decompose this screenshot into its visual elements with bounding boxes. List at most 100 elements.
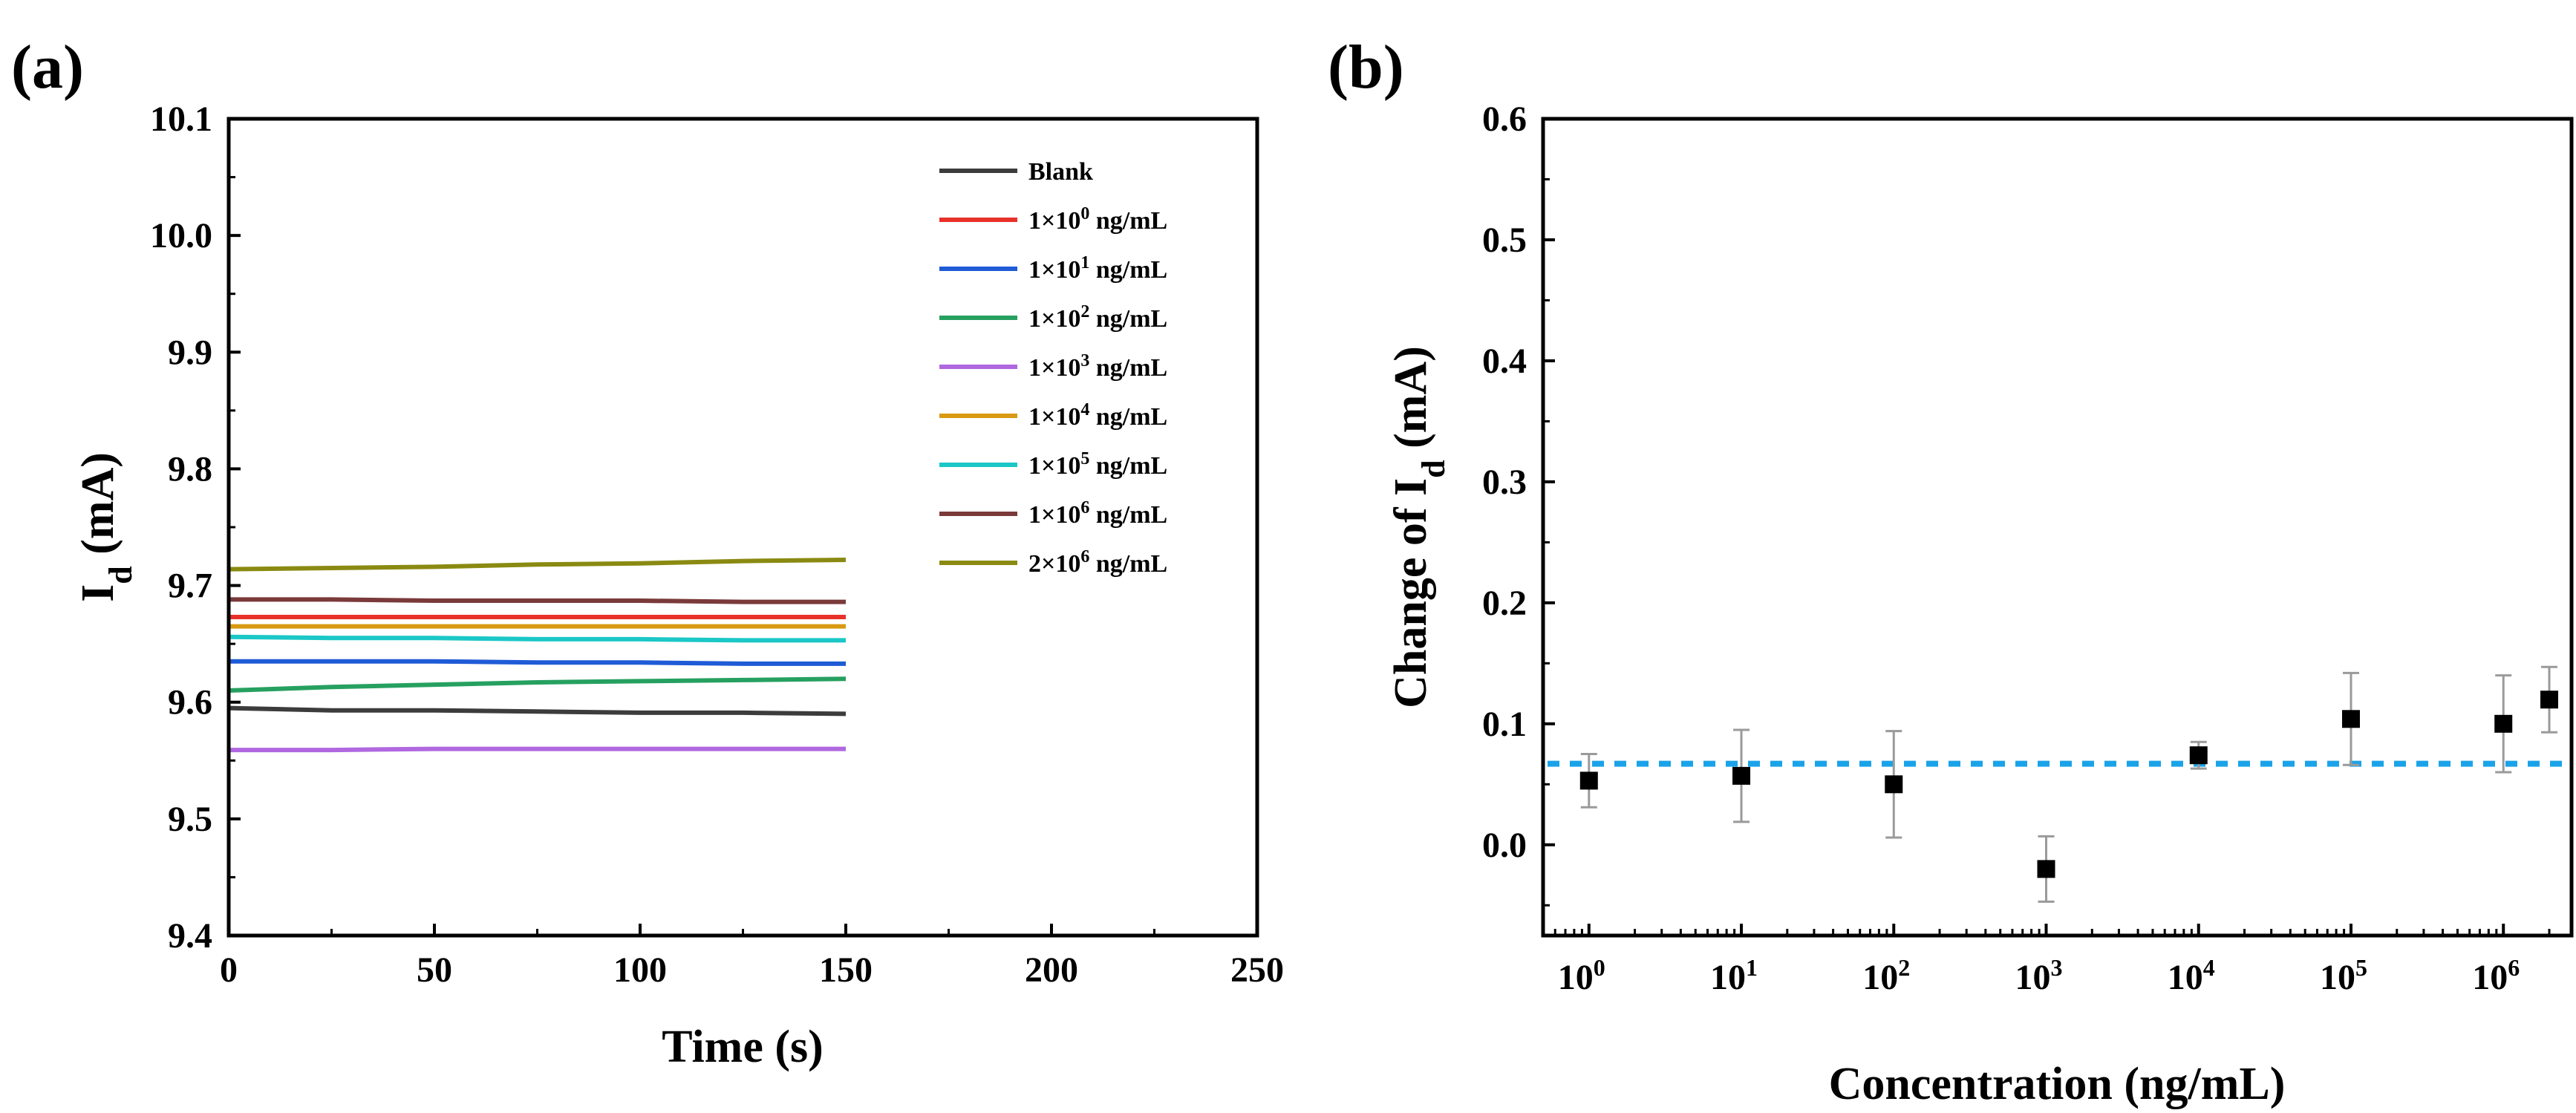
legend-label-unit: ng/mL <box>1089 550 1167 578</box>
panel-b-data-point <box>2189 746 2208 765</box>
panel-b-x-tick-exponent: 3 <box>2051 954 2063 981</box>
panel-a-x-tick-label: 250 <box>1230 950 1284 990</box>
legend-label-base: 1×10 <box>1028 354 1080 382</box>
panel-b-data-point <box>1732 766 1751 785</box>
panel-a-series-line <box>229 659 846 666</box>
panel-b-data-point <box>2341 710 2360 728</box>
panel-a-y-tick-label: 9.8 <box>168 449 212 489</box>
panel-a-x-tick-label: 50 <box>417 950 452 990</box>
legend-label: Blank <box>1028 158 1093 186</box>
panel-b-data-point <box>1579 771 1598 790</box>
legend-label-unit: ng/mL <box>1089 305 1167 333</box>
panel-b-x-tick-exponent: 4 <box>2203 954 2215 981</box>
panel-a-y-axis-title-group: Id (mA) <box>73 452 139 602</box>
panel-a-y-tick-label: 9.6 <box>168 683 212 722</box>
panel-a-series-line <box>228 558 847 572</box>
panel-b-x-tick-exponent: 5 <box>2355 954 2367 981</box>
panel-b-x-tick-label: 103 <box>2015 954 2063 997</box>
panel-b-y-tick-label: 0.3 <box>1482 463 1527 502</box>
legend-label: 1×105 ng/mL <box>1028 449 1167 480</box>
legend-label-unit: ng/mL <box>1089 256 1167 284</box>
panel-a-series-line <box>228 634 846 643</box>
panel-a-series-line <box>228 676 847 693</box>
legend-label: 1×106 ng/mL <box>1028 498 1167 529</box>
panel-b-data-point <box>2037 860 2055 878</box>
panel-b-x-tick-base: 10 <box>2472 958 2508 997</box>
panel-a-series-line <box>229 746 846 753</box>
panel-b-x-tick-exponent: 2 <box>1898 954 1910 981</box>
panel-b-x-tick-label: 105 <box>2320 954 2367 997</box>
panel-b-x-tick-base: 10 <box>2320 958 2355 997</box>
panel-b-y-tick-label: 0.0 <box>1482 826 1527 865</box>
legend-label-base: 1×10 <box>1028 452 1080 480</box>
legend-label-unit: ng/mL <box>1089 207 1167 235</box>
legend-label-exponent: 5 <box>1080 449 1089 469</box>
panel-b-x-tick-label: 100 <box>1558 954 1605 997</box>
panel-a-x-tick-label: 150 <box>819 950 873 990</box>
panel-b-plot-frame <box>1541 117 2574 938</box>
panel-a-series-line <box>229 597 846 604</box>
panel-a-y-tick-label: 10.1 <box>150 99 212 139</box>
panel-a-time-series-chart: (a) 0 50 100 150 200 2509.49.59.69.79.89.910.… <box>11 33 1284 1072</box>
panel-a-label: (a) <box>11 33 84 102</box>
panel-a-x-tick-label: 0 <box>220 950 238 990</box>
panel-b-x-tick-exponent: 1 <box>1746 954 1758 981</box>
panel-b-data-point <box>2494 714 2513 733</box>
legend-label-base: 1×10 <box>1028 403 1080 431</box>
panel-b-x-tick-label: 104 <box>2168 954 2215 997</box>
panel-b-y-axis-title-main: Change of I <box>1386 478 1436 708</box>
panel-b-y-axis-title-group: Change of Id (mA) <box>1386 346 1452 708</box>
legend-label-exponent: 6 <box>1080 547 1089 567</box>
panel-b-x-tick-label: 106 <box>2472 954 2520 997</box>
panel-a-series-line <box>228 705 847 717</box>
legend-label-base: 1×10 <box>1028 501 1080 529</box>
legend-label: 1×103 ng/mL <box>1028 351 1167 382</box>
panel-a-y-tick-label: 9.7 <box>168 567 212 606</box>
legend-label-exponent: 1 <box>1080 253 1089 272</box>
legend-label: 1×100 ng/mL <box>1028 204 1167 235</box>
panel-b-data-point <box>2540 691 2559 709</box>
panel-b-x-tick-base: 10 <box>1710 958 1746 997</box>
legend-label-unit: ng/mL <box>1089 354 1167 382</box>
legend-label-unit: ng/mL <box>1089 403 1167 431</box>
panel-a-y-tick-label: 9.5 <box>168 800 212 839</box>
panel-a-plot-frame <box>226 117 1259 938</box>
legend-label-exponent: 6 <box>1080 498 1089 518</box>
legend-label-exponent: 2 <box>1080 302 1089 322</box>
legend-label-base: 1×10 <box>1028 207 1080 235</box>
legend-label-exponent: 0 <box>1080 204 1089 223</box>
legend-label-base: Blank <box>1028 158 1093 186</box>
panel-b-data-points <box>1579 665 2559 903</box>
legend-label: 1×102 ng/mL <box>1028 302 1167 333</box>
legend-label-exponent: 4 <box>1080 400 1089 420</box>
panel-a-y-axis-title: Id (mA) <box>73 452 139 602</box>
legend-label-exponent: 3 <box>1080 351 1089 371</box>
panel-a-series-lines <box>228 558 847 753</box>
panel-a-y-tick-label: 9.4 <box>168 916 212 956</box>
panel-a-x-axis-title: Time (s) <box>662 1022 824 1072</box>
panel-b-x-axis-title: Concentration (ng/mL) <box>1829 1059 2286 1109</box>
panel-b-y-tick-label: 0.1 <box>1482 705 1527 744</box>
panel-b-y-tick-label: 0.4 <box>1482 342 1527 381</box>
panel-b-x-tick-base: 10 <box>2168 958 2203 997</box>
panel-b-x-tick-base: 10 <box>2015 958 2051 997</box>
panel-b-label: (b) <box>1328 33 1404 102</box>
panel-a-y-tick-label: 9.9 <box>168 333 212 372</box>
panel-b-y-tick-label: 0.6 <box>1482 99 1527 139</box>
legend-label-base: 1×10 <box>1028 305 1080 333</box>
panel-b-x-tick-base: 10 <box>1558 958 1594 997</box>
panel-b-y-axis-title-subscript: d <box>1415 460 1452 477</box>
panel-b-data-point <box>1885 775 1903 794</box>
legend-label: 2×106 ng/mL <box>1028 547 1167 578</box>
panel-b-y-axis-title-unit: (mA) <box>1386 346 1436 460</box>
panel-a-y-axis-title-unit: (mA) <box>73 452 123 566</box>
legend-label-base: 1×10 <box>1028 256 1080 284</box>
panel-b-x-tick-label: 101 <box>1710 954 1758 997</box>
legend-label-base: 2×10 <box>1028 550 1080 578</box>
legend-label-unit: ng/mL <box>1089 501 1167 529</box>
